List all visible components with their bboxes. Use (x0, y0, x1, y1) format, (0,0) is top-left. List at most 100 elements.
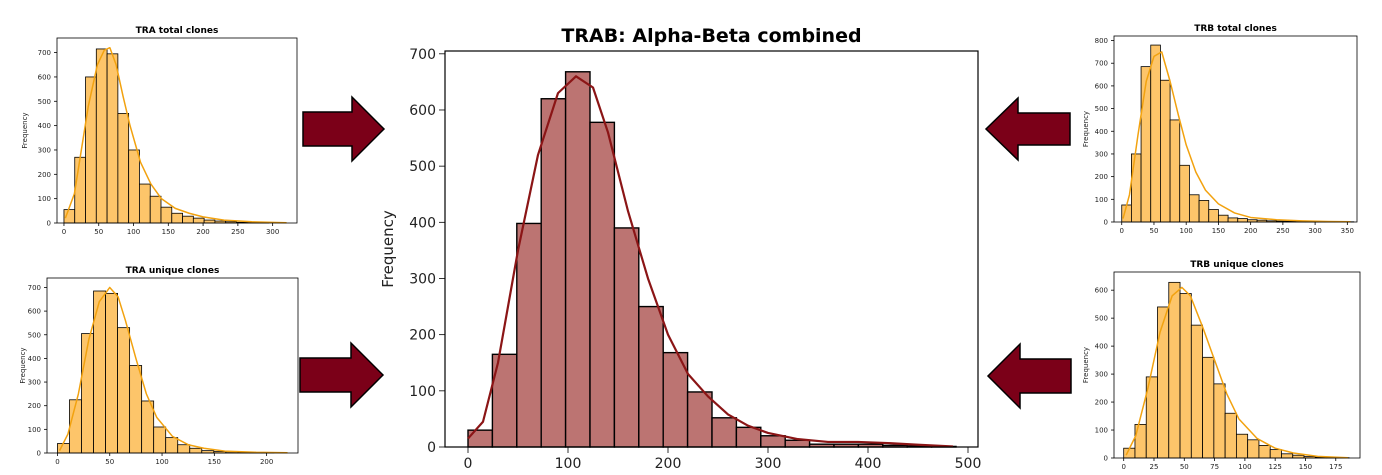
tra_unique-y-tick-label: 200 (28, 402, 41, 410)
tra_unique-y-tick-label: 600 (28, 308, 41, 316)
trb_unique-bar (1281, 453, 1294, 459)
arrow-right-top-shape (302, 95, 386, 163)
trb_total-x-tick-label: 50 (1150, 227, 1159, 235)
tra_total-x-tick-label: 0 (62, 228, 66, 236)
trb_unique-x-tick-label: 50 (1180, 463, 1189, 471)
trab-kde-line (467, 75, 954, 448)
tra_unique-x-tick-label: 200 (260, 458, 273, 466)
trb_unique-y-tick-label: 300 (1095, 371, 1108, 379)
trb_total-y-tick-label: 0 (1104, 219, 1108, 227)
trb_total-kde-line (1122, 51, 1351, 223)
trab-x-tick-label: 300 (755, 456, 782, 472)
tra_unique-y-tick-label: 300 (28, 379, 41, 387)
trb_total-y-tick-label: 400 (1095, 128, 1108, 136)
trb_total-y-tick-label: 300 (1095, 150, 1108, 158)
trb_unique-title: TRB unique clones (1190, 260, 1284, 270)
tra_total-y-tick-label: 500 (38, 98, 51, 106)
trb_total-y-tick-label: 100 (1095, 196, 1108, 204)
tra_total-x-tick-label: 300 (266, 228, 279, 236)
trab-title: TRAB: Alpha-Beta combined (561, 25, 861, 47)
arrow-left-bottom-shape (986, 342, 1072, 410)
trab-plot-frame (444, 50, 979, 448)
trb_total-title: TRB total clones (1194, 24, 1277, 34)
trab-x-tick-label: 500 (955, 456, 982, 472)
trb_unique-bar (1190, 324, 1203, 459)
arrow-left-top-shape (984, 96, 1071, 162)
tra_total-plot-frame (56, 37, 298, 224)
tra_unique-y-tick-label: 400 (28, 355, 41, 363)
tra_total-y-tick-label: 200 (38, 171, 51, 179)
trb_total-y-tick-label: 500 (1095, 105, 1108, 113)
trab-y-axis-label: Frequency (379, 210, 397, 288)
trab-y-tick-label: 100 (409, 384, 436, 400)
arrow-right-top-icon (302, 95, 386, 163)
trb_unique-bar (1247, 439, 1260, 459)
trb_total-x-tick-label: 250 (1276, 227, 1289, 235)
trb_unique-bar (1179, 293, 1192, 459)
trb_unique-y-axis-label: Frequency (1082, 347, 1090, 383)
trb_unique-bar (1157, 306, 1170, 459)
trb_unique-x-tick-label: 25 (1150, 463, 1159, 471)
trab-x-tick-label: 400 (855, 456, 882, 472)
trab-y-tick-label: 0 (427, 440, 436, 456)
trb_unique-x-tick-label: 125 (1268, 463, 1281, 471)
tra_unique-y-tick-label: 100 (28, 426, 41, 434)
tra_total-y-tick-label: 0 (47, 220, 51, 228)
trb_unique-bar (1258, 445, 1271, 459)
trb_total-x-tick-label: 200 (1244, 227, 1257, 235)
tra_unique-kde-line (58, 286, 288, 454)
trb_total-x-tick-label: 100 (1180, 227, 1193, 235)
trb_unique-kde-line (1125, 286, 1348, 459)
tra_unique-y-tick-label: 0 (37, 450, 41, 458)
tra_total-x-tick-label: 200 (196, 228, 209, 236)
trb_unique-bar (1213, 383, 1226, 459)
trb_total-y-tick-label: 600 (1095, 82, 1108, 90)
tra_unique-plot-frame (46, 277, 299, 454)
tra_total-kde-line (64, 46, 287, 224)
tra_unique-x-tick-label: 0 (55, 458, 59, 466)
trab-y-tick-label: 700 (409, 47, 436, 63)
tra_total-x-tick-label: 100 (127, 228, 140, 236)
tra_total-x-tick-label: 250 (231, 228, 244, 236)
trab-y-tick-label: 300 (409, 272, 436, 288)
trb_total-y-tick-label: 200 (1095, 173, 1108, 181)
trab-x-tick-label: 0 (464, 456, 473, 472)
trb_unique-x-tick-label: 0 (1121, 463, 1125, 471)
trb_unique-bar (1292, 454, 1305, 459)
arrow-left-top-icon (984, 96, 1071, 162)
trb_total-x-tick-label: 300 (1308, 227, 1321, 235)
trab-x-tick-label: 200 (655, 456, 682, 472)
trb_unique-x-tick-label: 75 (1210, 463, 1219, 471)
tra_unique-y-axis-label: Frequency (19, 347, 27, 383)
trb_unique-bar (1224, 412, 1237, 459)
trab-y-tick-label: 600 (409, 103, 436, 119)
trb_unique-bar (1168, 281, 1181, 459)
trb_unique-plot-frame (1113, 271, 1361, 459)
trb_unique-x-tick-label: 175 (1329, 463, 1342, 471)
trb_total-x-tick-label: 150 (1212, 227, 1225, 235)
trb_total-x-tick-label: 0 (1120, 227, 1124, 235)
trb_unique-y-tick-label: 400 (1095, 343, 1108, 351)
tra_total-y-axis-label: Frequency (21, 112, 29, 148)
trb_unique-bar (1269, 449, 1282, 459)
arrow-left-bottom-icon (986, 342, 1072, 410)
tra_total-x-tick-label: 50 (94, 228, 103, 236)
trb_unique-y-tick-label: 100 (1095, 427, 1108, 435)
tra_total-y-tick-label: 700 (38, 49, 51, 57)
tra_unique-y-tick-label: 500 (28, 331, 41, 339)
tra_unique-x-tick-label: 50 (105, 458, 114, 466)
trab-y-tick-label: 400 (409, 215, 436, 231)
trab-bar (540, 98, 567, 448)
trab-x-tick-label: 100 (555, 456, 582, 472)
trb_total-y-axis-label: Frequency (1082, 111, 1090, 147)
tra_total-y-tick-label: 400 (38, 122, 51, 130)
tra_total-title: TRA total clones (136, 26, 219, 36)
trb_unique-y-tick-label: 500 (1095, 315, 1108, 323)
tra_total-x-tick-label: 150 (162, 228, 175, 236)
trb_unique-bar (1202, 356, 1215, 459)
